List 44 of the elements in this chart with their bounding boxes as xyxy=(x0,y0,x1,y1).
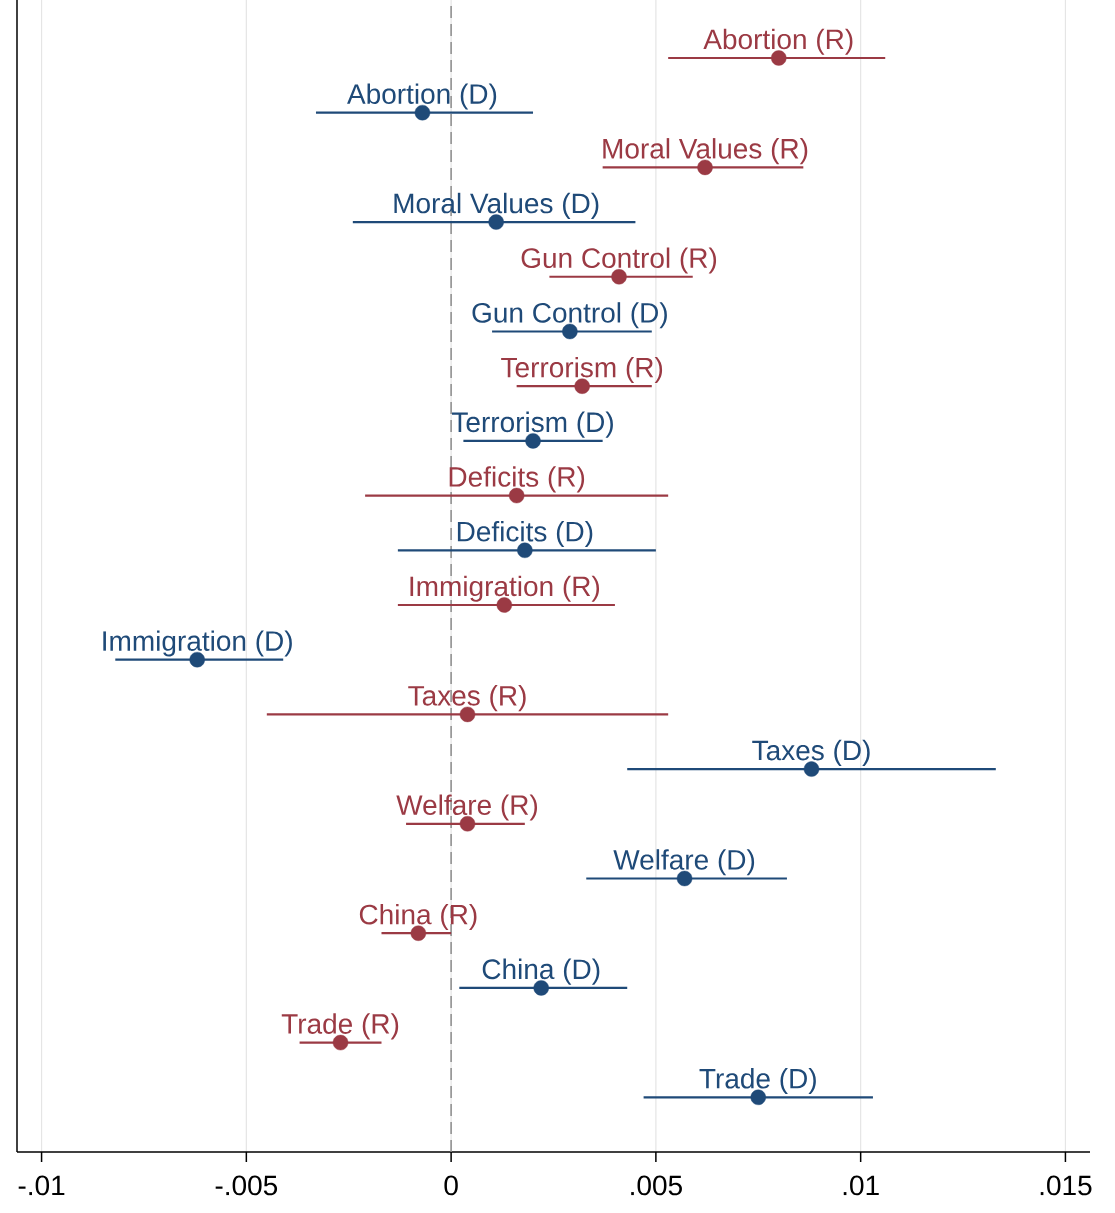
y-tick-label: Trade (D) xyxy=(699,1068,816,1095)
point xyxy=(676,870,693,887)
point xyxy=(750,1089,766,1105)
point xyxy=(525,433,541,449)
y-tick-label: Deficits (D) xyxy=(457,520,593,548)
point xyxy=(771,50,787,66)
point xyxy=(611,269,627,285)
x-tick-label: 0 xyxy=(444,1175,458,1196)
point xyxy=(508,487,525,504)
point xyxy=(488,214,504,230)
y-tick-label: Taxes (R) xyxy=(408,685,526,712)
y-tick-label: Terrorism (R) xyxy=(501,356,663,383)
point xyxy=(803,761,820,777)
x-tick-label: -.005 xyxy=(215,1175,278,1196)
point xyxy=(562,323,578,340)
point xyxy=(410,925,427,941)
x-tick-label: .01 xyxy=(843,1175,879,1196)
point xyxy=(517,542,533,558)
point xyxy=(574,378,590,394)
y-tick-label: Welfare (D) xyxy=(613,849,755,876)
y-tick-label: Gun Control (R) xyxy=(521,247,717,274)
point xyxy=(533,980,549,996)
point xyxy=(459,706,476,723)
y-tick-label: Moral Values (R) xyxy=(603,138,808,165)
y-tick-label: Immigration (R) xyxy=(410,575,600,602)
y-tick-label: Trade (R) xyxy=(281,1013,399,1040)
x-tick-label: -.01 xyxy=(18,1175,65,1196)
point xyxy=(697,159,713,176)
point xyxy=(459,816,476,832)
point xyxy=(414,104,431,121)
y-tick-label: Immigration (D) xyxy=(103,630,292,657)
y-tick-label: China (D) xyxy=(482,958,600,985)
x-tick-label: .005 xyxy=(631,1175,682,1196)
y-tick-label: Welfare (R) xyxy=(396,794,538,821)
y-tick-label: Abortion (D) xyxy=(347,83,497,110)
y-tick-label: Abortion (R) xyxy=(703,28,853,55)
y-tick-label: Deficits (R) xyxy=(449,466,585,493)
y-tick-label: Moral Values (D) xyxy=(394,192,599,219)
y-tick-label: China (R) xyxy=(359,903,477,930)
y-tick-label: Gun Control (D) xyxy=(472,302,667,329)
x-tick-label: .015 xyxy=(1040,1175,1092,1196)
y-tick-label: Taxes (D) xyxy=(752,739,870,766)
y-tick-label: Terrorism (D) xyxy=(451,411,613,438)
point xyxy=(332,1034,349,1051)
